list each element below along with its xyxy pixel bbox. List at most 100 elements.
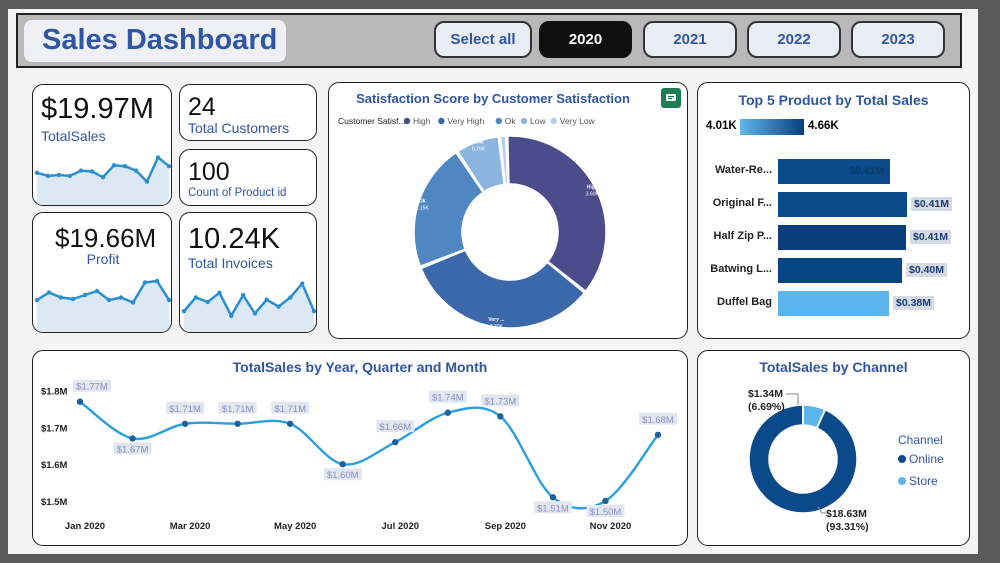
top-products-card[interactable]: Top 5 Product by Total Sales 4.01K 4.66K…	[697, 82, 970, 339]
total-sales-label: TotalSales	[41, 128, 106, 144]
sparkline-point	[45, 173, 51, 179]
line-point	[234, 420, 241, 427]
satisfaction-slice-very-high	[420, 249, 586, 329]
sparkline-point	[56, 172, 62, 178]
x-tick-label: Sep 2020	[485, 521, 526, 532]
data-label: $1.71M	[222, 404, 254, 415]
data-label-bg	[481, 394, 520, 407]
invoices-label: Total Invoices	[188, 255, 273, 271]
data-label: $1.73M	[485, 396, 517, 407]
data-label-bg	[166, 401, 205, 414]
product-bar-3[interactable]	[778, 258, 902, 283]
sparkline-point	[34, 170, 40, 175]
title-box: Sales Dashboard	[24, 20, 286, 62]
product-bar-0[interactable]	[778, 159, 890, 184]
line-point	[497, 413, 504, 420]
data-label: $1.51M	[537, 503, 569, 514]
channel-donut-chart: $1.34M(6.69%) $18.63M(93.31%)	[748, 388, 869, 533]
data-label-bg	[428, 390, 467, 403]
x-tick-label: Mar 2020	[170, 521, 211, 532]
line-point	[549, 494, 557, 501]
channel-legend-title: Channel	[898, 433, 943, 447]
year-2022-button[interactable]: 2022	[747, 21, 841, 58]
legend-online[interactable]: Online	[898, 452, 944, 466]
sparkline-point	[133, 168, 139, 173]
channel-title: TotalSales by Channel	[759, 359, 908, 375]
data-label: $1.60M	[327, 470, 359, 481]
y-tick-label: $1.6M	[41, 460, 67, 471]
data-label: $1.67M	[117, 444, 149, 455]
product-bar-1[interactable]	[778, 192, 907, 217]
data-label-bg	[376, 420, 415, 433]
year-2021-button[interactable]: 2021	[643, 21, 737, 58]
legend-dot-icon	[438, 117, 445, 125]
line-point	[286, 420, 294, 427]
sparkline-point	[118, 295, 124, 300]
top-products-title: Top 5 Product by Total Sales	[738, 92, 929, 108]
slice-label: Low	[474, 140, 484, 146]
data-label: $1.68M	[642, 415, 674, 426]
online-value-label: $18.63M	[826, 508, 867, 520]
sparkline-point	[122, 164, 128, 169]
satisfaction-legend: Customer Satisf... High Very High Ok Low Very…	[338, 116, 596, 126]
legend-store[interactable]: Store	[898, 474, 938, 488]
data-label-bg	[271, 401, 310, 414]
line-point	[392, 438, 399, 446]
legend-dot-icon	[520, 117, 528, 125]
kpi-products-card[interactable]: 100 Count of Product id	[179, 149, 317, 206]
y-tick-label: $1.5M	[41, 497, 67, 508]
sparkline-point	[78, 168, 84, 173]
sparkline-point	[299, 281, 305, 286]
product-name-0: Water-Re...	[714, 164, 772, 176]
product-value-label-4: $0.38M	[893, 296, 935, 310]
line-point	[76, 398, 84, 405]
slice-label: High	[587, 185, 598, 191]
chat-icon[interactable]	[661, 88, 681, 108]
product-name-3: Batwing L...	[710, 263, 772, 275]
sparkline-point	[276, 304, 281, 309]
data-label: $1.77M	[76, 382, 108, 393]
sparkline-point	[154, 278, 160, 284]
kpi-total-sales-card[interactable]: $19.97M TotalSales	[32, 84, 172, 206]
x-tick-label: Jul 2020	[382, 521, 420, 532]
legend-dot-icon	[403, 117, 411, 125]
data-label-bg	[113, 442, 152, 455]
product-bar-4[interactable]	[778, 291, 889, 316]
legend-item-low: Low	[530, 116, 546, 126]
select-all-button[interactable]: Select all	[434, 21, 532, 58]
customers-value: 24	[188, 93, 216, 121]
sparkline-point	[229, 313, 234, 318]
x-tick-label: Jan 2020	[65, 521, 105, 532]
product-bar-2[interactable]	[778, 225, 906, 250]
satisfaction-slice-very-low	[499, 135, 509, 186]
legend-online-label: Online	[909, 452, 944, 466]
customers-label: Total Customers	[188, 120, 290, 136]
sparkline-point	[94, 288, 100, 294]
sales-trend-card[interactable]: TotalSales by Year, Quarter and Month $1…	[32, 350, 688, 546]
profit-sparkline	[34, 278, 171, 332]
sparkline-point	[89, 169, 95, 174]
scale-min-label: 4.01K	[706, 120, 737, 132]
product-value-label-1: $0.41M	[911, 197, 953, 211]
product-value-label-3: $0.40M	[906, 263, 948, 277]
store-leader-line	[786, 393, 799, 405]
data-label-bg	[533, 501, 572, 514]
sparkline-point	[288, 295, 293, 300]
data-label-bg	[218, 401, 257, 414]
satisfaction-title: Satisfaction Score by Customer Satisfact…	[356, 91, 630, 106]
sparkline-point	[130, 300, 136, 305]
kpi-profit-card[interactable]: $19.66M Profit	[32, 212, 172, 333]
store-value-label: $1.34M	[748, 388, 783, 400]
kpi-invoices-card[interactable]: 10.24K Total Invoices	[179, 212, 317, 333]
header-bar: Sales Dashboard Select all 2020 2021 202…	[16, 13, 962, 68]
sales-trend-line-chart: $1.5M $1.6M $1.7M $1.8M $1.77M $1.67M $1.71M $1…	[41, 379, 677, 532]
slice-value: 3.60K	[586, 192, 600, 198]
channel-card[interactable]: TotalSales by Channel $1.34M (6.69%) $18.6…	[697, 350, 970, 546]
line-point	[444, 409, 452, 416]
year-2020-button[interactable]: 2020	[539, 21, 632, 58]
satisfaction-card[interactable]: Satisfaction Score by Customer Satisfact…	[328, 82, 688, 339]
kpi-customers-card[interactable]: 24 Total Customers	[179, 84, 317, 141]
data-label-bg	[73, 379, 111, 392]
year-2023-button[interactable]: 2023	[851, 21, 945, 58]
product-name-4: Duffel Bag	[717, 296, 772, 308]
